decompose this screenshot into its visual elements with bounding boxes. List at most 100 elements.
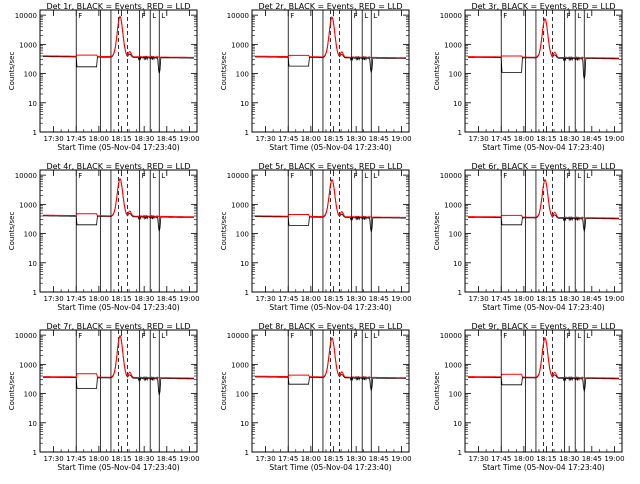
x-tick-label: 18:30 bbox=[559, 295, 579, 303]
panel-title: Det 9r, BLACK = Events, RED = LLD bbox=[471, 322, 615, 331]
x-tick-label: 18:00 bbox=[301, 135, 321, 143]
panel-title: Det 2r, BLACK = Events, RED = LLD bbox=[258, 2, 402, 11]
y-tick-label: 1000 bbox=[444, 201, 462, 209]
annotation-letter: L bbox=[577, 12, 581, 20]
x-tick-label: 17:30 bbox=[255, 135, 275, 143]
x-tick-label: 18:15 bbox=[111, 295, 131, 303]
plot-frame bbox=[464, 169, 623, 293]
x-axis-label: Start Time (05-Nov-04 17:23:40) bbox=[269, 463, 391, 472]
y-tick-label: 1000 bbox=[444, 41, 462, 49]
y-tick-label: 1 bbox=[245, 289, 249, 297]
y-tick-label: 1 bbox=[33, 449, 37, 457]
x-tick-label: 19:00 bbox=[604, 295, 624, 303]
annotation-letter: L bbox=[586, 172, 590, 180]
y-tick-label: 100 bbox=[24, 71, 37, 79]
x-tick-label: 18:45 bbox=[157, 295, 177, 303]
annotation-letter: F bbox=[354, 12, 358, 20]
x-tick-label: 17:30 bbox=[43, 295, 63, 303]
y-tick-label: 10 bbox=[453, 420, 462, 428]
x-tick-label: 18:15 bbox=[536, 295, 556, 303]
x-tick-label: 18:45 bbox=[369, 455, 389, 463]
x-tick-label: 17:45 bbox=[278, 295, 298, 303]
x-tick-label: 18:15 bbox=[111, 135, 131, 143]
y-tick-label: 10000 bbox=[15, 172, 37, 180]
y-tick-label: 1000 bbox=[19, 361, 37, 369]
y-axis-label: Counts/sec bbox=[8, 372, 16, 411]
x-axis-label: Start Time (05-Nov-04 17:23:40) bbox=[482, 143, 604, 152]
annotation-letter: L bbox=[161, 12, 165, 20]
y-tick-label: 10 bbox=[453, 260, 462, 268]
annotation-letter: F bbox=[290, 172, 294, 180]
annotation-letter: F bbox=[354, 332, 358, 340]
x-tick-label: 18:30 bbox=[346, 135, 366, 143]
plot-frame bbox=[39, 329, 198, 453]
x-tick-label: 18:00 bbox=[514, 455, 534, 463]
annotation-letter: F bbox=[78, 172, 82, 180]
x-tick-label: 19:00 bbox=[179, 455, 199, 463]
x-tick-label: 18:15 bbox=[536, 135, 556, 143]
annotation-letter: F bbox=[503, 332, 507, 340]
y-tick-label: 1000 bbox=[19, 201, 37, 209]
x-tick-label: 17:45 bbox=[66, 455, 86, 463]
y-tick-label: 100 bbox=[24, 391, 37, 399]
panel-title: Det 8r, BLACK = Events, RED = LLD bbox=[258, 322, 402, 331]
panel-title: Det 1r, BLACK = Events, RED = LLD bbox=[46, 2, 190, 11]
x-tick-label: 18:00 bbox=[89, 295, 109, 303]
x-tick-label: 18:30 bbox=[346, 295, 366, 303]
plot-frame bbox=[464, 9, 623, 133]
y-tick-label: 10000 bbox=[440, 12, 462, 20]
plot-frame bbox=[251, 169, 410, 293]
y-axis-label: Counts/sec bbox=[220, 212, 228, 251]
x-tick-label: 18:00 bbox=[514, 295, 534, 303]
x-axis-label: Start Time (05-Nov-04 17:23:40) bbox=[269, 143, 391, 152]
annotation-letter: L bbox=[152, 172, 156, 180]
x-tick-label: 18:45 bbox=[369, 295, 389, 303]
y-tick-label: 100 bbox=[236, 391, 249, 399]
annotation-letter: F bbox=[290, 332, 294, 340]
y-tick-label: 10 bbox=[240, 420, 249, 428]
x-axis-label: Start Time (05-Nov-04 17:23:40) bbox=[57, 143, 179, 152]
x-tick-label: 18:45 bbox=[157, 135, 177, 143]
series-lld-line bbox=[43, 334, 194, 379]
x-tick-label: 18:45 bbox=[369, 135, 389, 143]
y-tick-label: 1000 bbox=[231, 201, 249, 209]
y-axis-label: Counts/sec bbox=[433, 52, 441, 91]
y-tick-label: 10000 bbox=[440, 332, 462, 340]
series-lld-line bbox=[255, 336, 407, 379]
x-tick-label: 17:45 bbox=[491, 135, 511, 143]
y-tick-label: 1 bbox=[245, 129, 249, 137]
annotation-letter: F bbox=[567, 332, 571, 340]
x-tick-label: 18:45 bbox=[157, 455, 177, 463]
x-tick-label: 18:00 bbox=[89, 135, 109, 143]
annotation-letter: L bbox=[373, 172, 377, 180]
y-tick-label: 100 bbox=[449, 391, 462, 399]
x-tick-label: 18:00 bbox=[89, 455, 109, 463]
x-tick-label: 18:00 bbox=[301, 455, 321, 463]
y-tick-label: 10000 bbox=[15, 12, 37, 20]
series-lld-line bbox=[468, 178, 619, 219]
panel-title: Det 3r, BLACK = Events, RED = LLD bbox=[471, 2, 615, 11]
y-tick-label: 1000 bbox=[19, 41, 37, 49]
annotation-letter: F bbox=[354, 172, 358, 180]
y-tick-label: 10 bbox=[453, 100, 462, 108]
y-tick-label: 10000 bbox=[227, 332, 249, 340]
x-tick-label: 18:00 bbox=[514, 135, 534, 143]
y-tick-label: 1 bbox=[458, 129, 462, 137]
x-tick-label: 18:30 bbox=[134, 135, 154, 143]
x-tick-label: 18:30 bbox=[559, 135, 579, 143]
x-tick-label: 19:00 bbox=[179, 295, 199, 303]
x-tick-label: 17:45 bbox=[278, 135, 298, 143]
panel-title: Det 5r, BLACK = Events, RED = LLD bbox=[258, 162, 402, 171]
annotation-letter: L bbox=[364, 12, 368, 20]
annotation-letter: F bbox=[78, 12, 82, 20]
annotation-letter: F bbox=[142, 172, 146, 180]
x-tick-label: 17:30 bbox=[255, 295, 275, 303]
x-tick-label: 18:45 bbox=[582, 135, 602, 143]
series-lld-line bbox=[468, 17, 619, 59]
y-tick-label: 10 bbox=[28, 100, 37, 108]
